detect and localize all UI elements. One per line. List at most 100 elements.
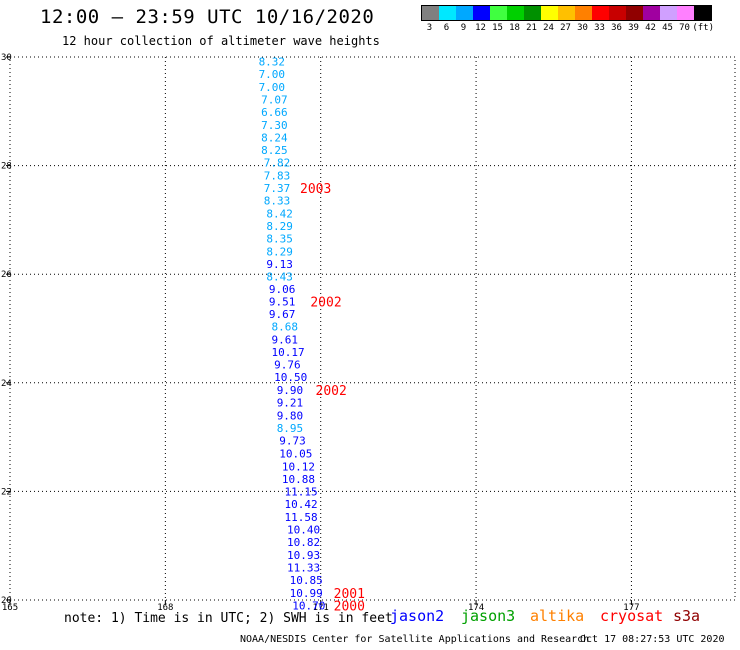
legend-label: 18 bbox=[509, 23, 520, 33]
x-tick-label: 177 bbox=[623, 603, 639, 613]
wave-height-label: 9.61 bbox=[272, 333, 299, 346]
x-tick-label: 174 bbox=[468, 603, 484, 613]
wave-height-label: 10.93 bbox=[287, 549, 320, 562]
pass-time-annotation: 2001 bbox=[334, 587, 365, 602]
credit-line: NOAA/NESDIS Center for Satellite Applica… bbox=[240, 634, 590, 645]
wave-height-label: 8.95 bbox=[277, 422, 304, 435]
wave-height-label: 8.33 bbox=[264, 194, 291, 207]
wave-height-label: 9.73 bbox=[279, 434, 306, 447]
wave-height-label: 9.21 bbox=[277, 396, 304, 409]
wave-height-label: 7.37 bbox=[264, 182, 291, 195]
legend-swatch bbox=[592, 6, 609, 20]
legend-label: 15 bbox=[492, 23, 503, 33]
wave-height-label: 10.42 bbox=[284, 498, 317, 511]
legend-swatch bbox=[541, 6, 558, 20]
wave-height-label: 7.30 bbox=[261, 119, 288, 132]
x-tick-label: 165 bbox=[2, 603, 18, 613]
wave-height-label: 8.35 bbox=[266, 232, 293, 245]
legend-swatch bbox=[473, 6, 490, 20]
y-tick-label: 22 bbox=[1, 487, 12, 497]
y-tick-label: 30 bbox=[1, 53, 12, 63]
wave-height-label: 8.29 bbox=[266, 220, 293, 233]
sat-label-cryosat: cryosat bbox=[600, 607, 664, 625]
wave-height-label: 9.13 bbox=[266, 258, 293, 271]
wave-height-label: 10.12 bbox=[282, 460, 315, 473]
wave-height-label: 9.76 bbox=[274, 358, 301, 371]
y-tick-label: 28 bbox=[1, 162, 12, 172]
legend-swatch bbox=[609, 6, 626, 20]
x-tick-label: 168 bbox=[157, 603, 173, 613]
pass-time-annotation: 2003 bbox=[300, 182, 331, 197]
wave-height-label: 10.40 bbox=[287, 523, 320, 536]
legend-label: 42 bbox=[645, 23, 656, 33]
wave-height-label: 11.58 bbox=[284, 511, 317, 524]
legend-swatch bbox=[575, 6, 592, 20]
sat-label-altika: altika bbox=[530, 607, 585, 625]
y-tick-label: 20 bbox=[1, 596, 12, 606]
wave-height-label: 11.33 bbox=[287, 561, 320, 574]
legend-label: 6 bbox=[443, 23, 450, 33]
wave-height-label: 8.24 bbox=[261, 131, 288, 144]
sat-label-jason2: jason2 bbox=[390, 607, 445, 625]
wave-height-label: 7.07 bbox=[261, 93, 288, 106]
legend-label: 39 bbox=[628, 23, 639, 33]
legend-swatch bbox=[626, 6, 643, 20]
wave-height-label: 10.17 bbox=[272, 346, 305, 359]
page-subtitle: 12 hour collection of altimeter wave hei… bbox=[62, 34, 380, 48]
wave-height-label: 8.42 bbox=[266, 207, 293, 220]
legend-label: 33 bbox=[594, 23, 605, 33]
legend-label: 45 bbox=[662, 23, 673, 33]
legend-label: 9 bbox=[460, 23, 467, 33]
footer-note: note: 1) Time is in UTC; 2) SWH is in fe… bbox=[64, 611, 393, 626]
legend-labels: 3 6 9 12 15 18 21 24 27 30 33 36 39 42 45 70 (ft) bbox=[421, 21, 715, 35]
legend-label: 3 bbox=[426, 23, 433, 33]
wave-height-label: 9.51 bbox=[269, 295, 296, 308]
sat-label-jason3: jason3 bbox=[461, 607, 516, 625]
wave-height-label: 7.83 bbox=[264, 169, 291, 182]
wave-height-label: 10.70 bbox=[292, 599, 325, 612]
wave-height-label: 7.00 bbox=[259, 81, 286, 94]
y-tick-label: 24 bbox=[1, 379, 12, 389]
page-title: 12:00 – 23:59 UTC 10/16/2020 bbox=[40, 6, 375, 28]
legend-swatch bbox=[490, 6, 507, 20]
wave-height-label: 11.15 bbox=[284, 485, 317, 498]
wave-height-label: 7.00 bbox=[259, 68, 286, 81]
wave-height-label: 10.50 bbox=[274, 371, 307, 384]
legend-label: 12 bbox=[475, 23, 486, 33]
legend-label: 24 bbox=[543, 23, 554, 33]
wave-height-label: 10.05 bbox=[279, 447, 312, 460]
legend-label: 21 bbox=[526, 23, 537, 33]
legend-swatch bbox=[507, 6, 524, 20]
pass-time-annotation: 2002 bbox=[310, 295, 341, 310]
legend-swatch bbox=[643, 6, 660, 20]
legend-swatch bbox=[660, 6, 677, 20]
wave-height-label: 9.06 bbox=[269, 283, 296, 296]
wave-height-label: 8.25 bbox=[261, 144, 288, 157]
legend-swatch bbox=[677, 6, 694, 20]
legend-label: (ft) bbox=[692, 23, 715, 33]
wave-height-label: 8.43 bbox=[266, 270, 293, 283]
wave-height-label: 9.67 bbox=[269, 308, 296, 321]
legend-label: 30 bbox=[577, 23, 588, 33]
generated-timestamp: Oct 17 08:27:53 UTC 2020 bbox=[580, 634, 725, 645]
legend-swatches bbox=[421, 5, 712, 21]
legend-label: 36 bbox=[611, 23, 622, 33]
wave-height-label: 8.32 bbox=[259, 55, 286, 68]
wave-height-label: 9.90 bbox=[277, 384, 304, 397]
legend-swatch bbox=[439, 6, 456, 20]
wave-height-label: 10.82 bbox=[287, 536, 320, 549]
color-legend: 3 6 9 12 15 18 21 24 27 30 33 36 39 42 45 70 (ft) bbox=[421, 5, 715, 35]
sat-label-s3a: s3a bbox=[673, 607, 701, 625]
legend-swatch bbox=[558, 6, 575, 20]
legend-label: 27 bbox=[560, 23, 571, 33]
legend-swatch bbox=[524, 6, 541, 20]
wave-height-label: 7.82 bbox=[264, 156, 291, 169]
wave-height-label: 6.66 bbox=[261, 106, 288, 119]
pass-time-annotation: 2000 bbox=[334, 599, 365, 614]
wave-height-label: 10.88 bbox=[282, 473, 315, 486]
legend-swatch bbox=[456, 6, 473, 20]
y-tick-label: 26 bbox=[1, 270, 12, 280]
wave-height-label: 10.85 bbox=[290, 574, 323, 587]
legend-label: 70 bbox=[679, 23, 690, 33]
legend-swatch bbox=[694, 6, 711, 20]
